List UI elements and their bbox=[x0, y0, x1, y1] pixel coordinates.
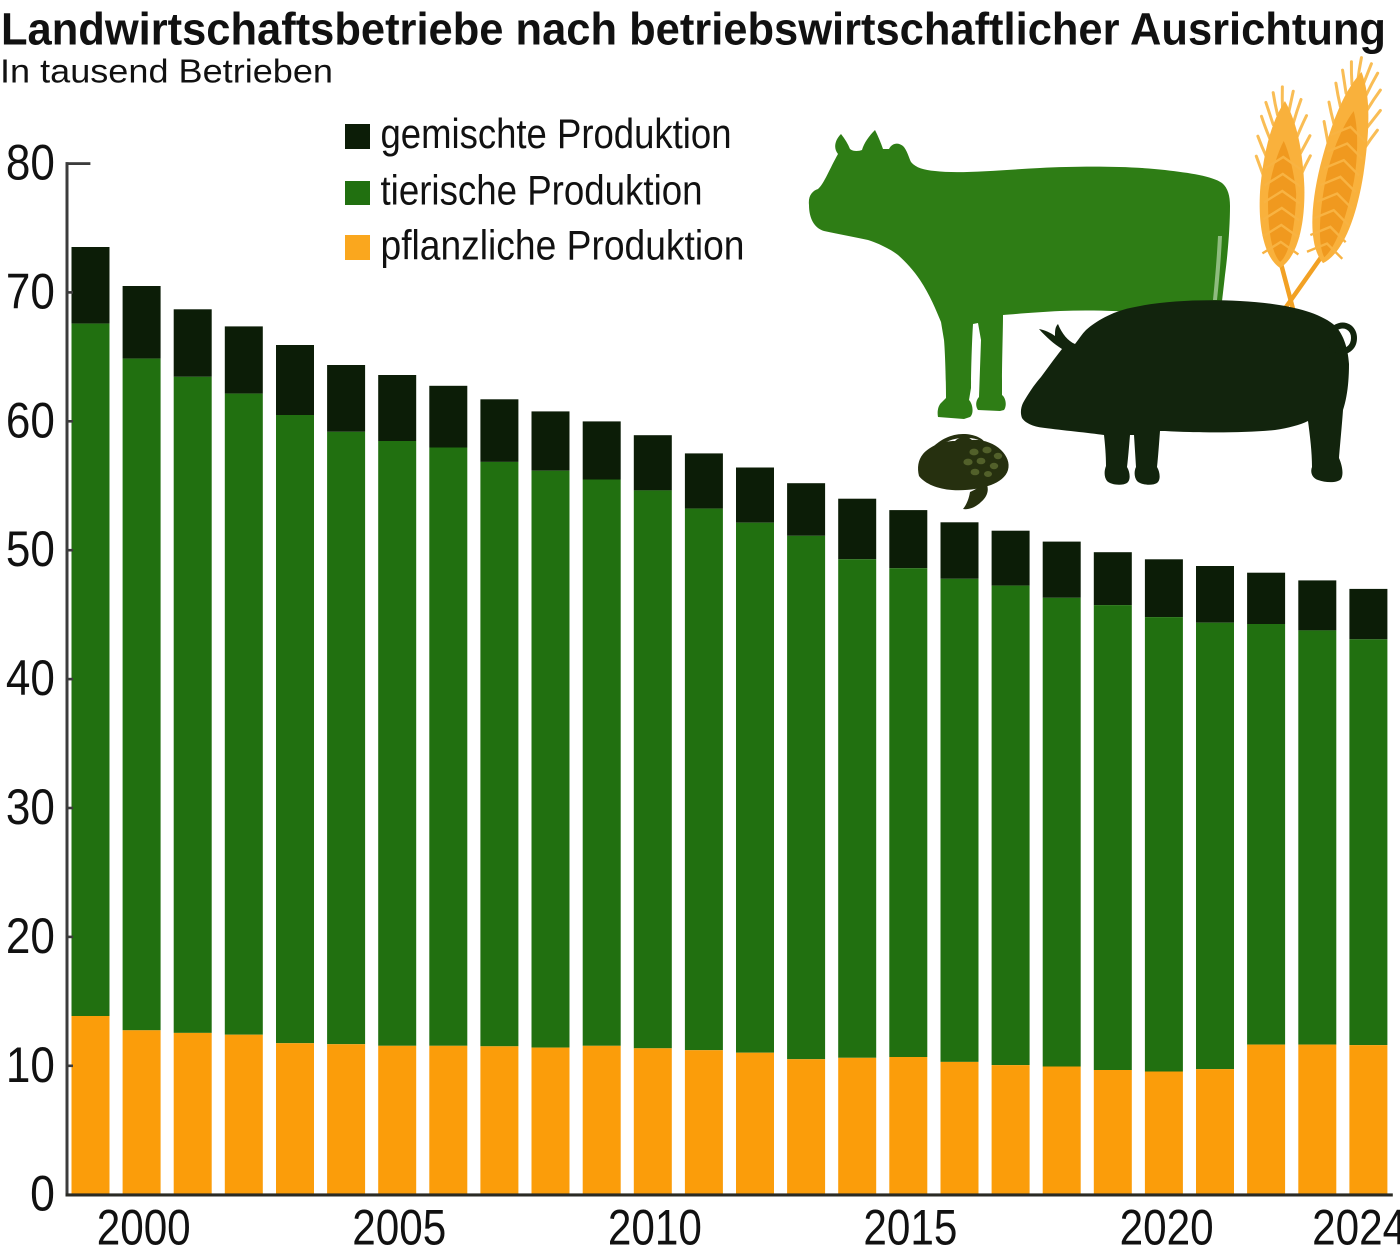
svg-text:pflanzliche Produktion: pflanzliche Produktion bbox=[381, 222, 745, 269]
svg-text:30: 30 bbox=[6, 779, 55, 835]
svg-text:70: 70 bbox=[6, 263, 55, 319]
svg-text:10: 10 bbox=[6, 1037, 55, 1093]
svg-text:gemischte Produktion: gemischte Produktion bbox=[381, 110, 732, 157]
svg-text:Landwirtschaftsbetriebe nach b: Landwirtschaftsbetriebe nach betriebswir… bbox=[1, 3, 1386, 54]
svg-text:2020: 2020 bbox=[1120, 1199, 1214, 1255]
svg-text:2005: 2005 bbox=[352, 1199, 446, 1255]
svg-text:80: 80 bbox=[6, 135, 55, 191]
svg-text:50: 50 bbox=[6, 521, 55, 577]
svg-text:40: 40 bbox=[6, 650, 55, 706]
svg-text:tierische Produktion: tierische Produktion bbox=[381, 167, 703, 214]
svg-text:60: 60 bbox=[6, 392, 55, 448]
svg-text:In tausend Betrieben: In tausend Betrieben bbox=[0, 54, 333, 91]
svg-text:2000: 2000 bbox=[97, 1199, 191, 1255]
svg-text:2010: 2010 bbox=[608, 1199, 702, 1255]
svg-text:0: 0 bbox=[30, 1166, 55, 1222]
svg-text:2015: 2015 bbox=[863, 1199, 957, 1255]
svg-text:2024: 2024 bbox=[1312, 1199, 1400, 1255]
svg-text:20: 20 bbox=[6, 908, 55, 964]
